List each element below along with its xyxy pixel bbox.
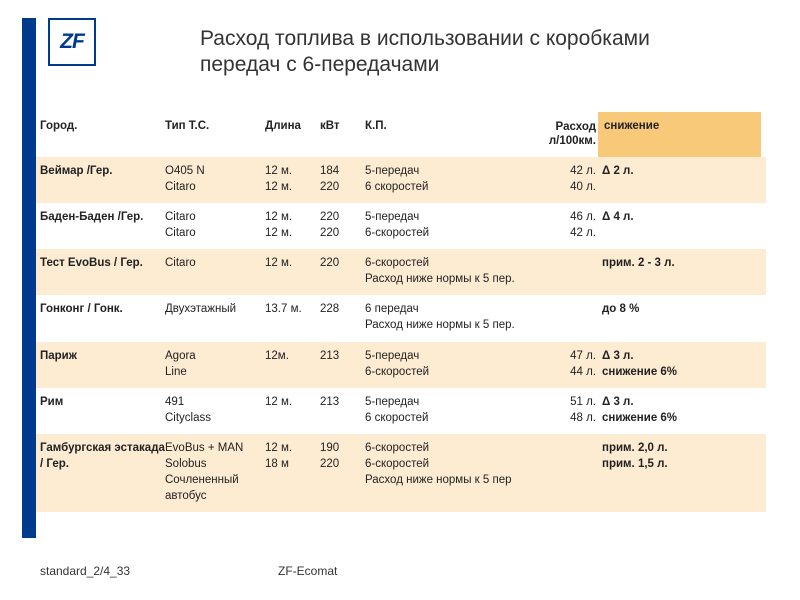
cell-type: CitaroCitaro [165,209,265,241]
cell-reduction: Δ 4 л. [602,209,757,225]
cell-city: Рим [40,394,165,410]
zf-logo: ZF [48,18,96,66]
cell-type: Citaro [165,255,265,271]
cell-kw: 228 [320,301,365,317]
cell-length: 12 м. [265,255,320,271]
cell-city: Гамбургская эстакада / Гер. [40,440,165,472]
cell-type: Двухэтажный [165,301,265,317]
col-consumption: Расход л/100км. [530,120,602,149]
cell-reduction: Δ 3 л.снижение 6% [602,348,757,380]
cell-kw: 220 [320,255,365,271]
cell-reduction: прим. 2 - 3 л. [602,255,757,271]
cell-length: 12 м.12 м. [265,209,320,241]
cell-kp: 6-скоростейРасход ниже нормы к 5 пер. [365,255,530,287]
cell-kw: 213 [320,348,365,364]
cell-length: 12м. [265,348,320,364]
table-row: Рим491Cityclass12 м.2135-передач6 скорос… [36,388,766,434]
data-table: Город. Тип Т.С. Длина кВт К.П. Расход л/… [36,112,766,512]
cell-city: Баден-Баден /Гер. [40,209,165,225]
cell-consumption: 42 л.40 л. [530,163,602,195]
col-reduction: снижение [598,112,761,157]
col-length: Длина [265,120,320,149]
footer-left: standard_2/4_33 [40,564,770,578]
table-row: ПарижAgoraLine12м.2135-передач6-скоросте… [36,342,766,388]
cell-city: Веймар /Гер. [40,163,165,179]
table-row: Гамбургская эстакада / Гер.EvoBus + MANS… [36,434,766,512]
table-header: Город. Тип Т.С. Длина кВт К.П. Расход л/… [36,112,766,157]
col-city: Город. [40,120,165,149]
cell-kp: 5-передач6-скоростей [365,348,530,380]
col-kp: К.П. [365,120,530,149]
cell-type: AgoraLine [165,348,265,380]
cell-length: 12 м.18 м [265,440,320,472]
cell-reduction: до 8 % [602,301,757,317]
cell-city: Париж [40,348,165,364]
cell-length: 12 м.12 м. [265,163,320,195]
accent-sidebar [22,18,36,538]
table-row: Баден-Баден /Гер.CitaroCitaro12 м.12 м.2… [36,203,766,249]
cell-kw: 184220 [320,163,365,195]
zf-logo-text: ZF [60,30,84,54]
cell-kw: 220220 [320,209,365,241]
cell-consumption: 47 л.44 л. [530,348,602,380]
table-row: Веймар /Гер.O405 NCitaro12 м.12 м.184220… [36,157,766,203]
cell-city: Гонконг / Гонк. [40,301,165,317]
cell-reduction: Δ 3 л.снижение 6% [602,394,757,426]
col-type: Тип Т.С. [165,120,265,149]
col-kw: кВт [320,120,365,149]
cell-type: O405 NCitaro [165,163,265,195]
cell-length: 13.7 м. [265,301,320,317]
cell-city: Тест EvoBus / Гер. [40,255,165,271]
cell-consumption: 51 л.48 л. [530,394,602,426]
cell-length: 12 м. [265,394,320,410]
footer-mid: ZF-Ecomat [278,564,337,578]
cell-kp: 5-передач6 скоростей [365,163,530,195]
cell-kp: 6-скоростей6-скоростейРасход ниже нормы … [365,440,530,488]
cell-kp: 5-передач6 скоростей [365,394,530,426]
cell-kw: 213 [320,394,365,410]
cell-reduction: Δ 2 л. [602,163,757,179]
cell-consumption: 46 л.42 л. [530,209,602,241]
cell-reduction: прим. 2,0 л.прим. 1,5 л. [602,440,757,472]
cell-type: 491Cityclass [165,394,265,426]
cell-type: EvoBus + MANSolobusСочлененный автобус [165,440,265,504]
table-row: Тест EvoBus / Гер.Citaro12 м.2206-скорос… [36,249,766,295]
table-row: Гонконг / Гонк.Двухэтажный13.7 м.2286 пе… [36,295,766,341]
slide-title: Расход топлива в использовании с коробка… [200,26,720,79]
cell-kw: 190220 [320,440,365,472]
cell-kp: 6 передачРасход ниже нормы к 5 пер. [365,301,530,333]
cell-kp: 5-передач6-скоростей [365,209,530,241]
